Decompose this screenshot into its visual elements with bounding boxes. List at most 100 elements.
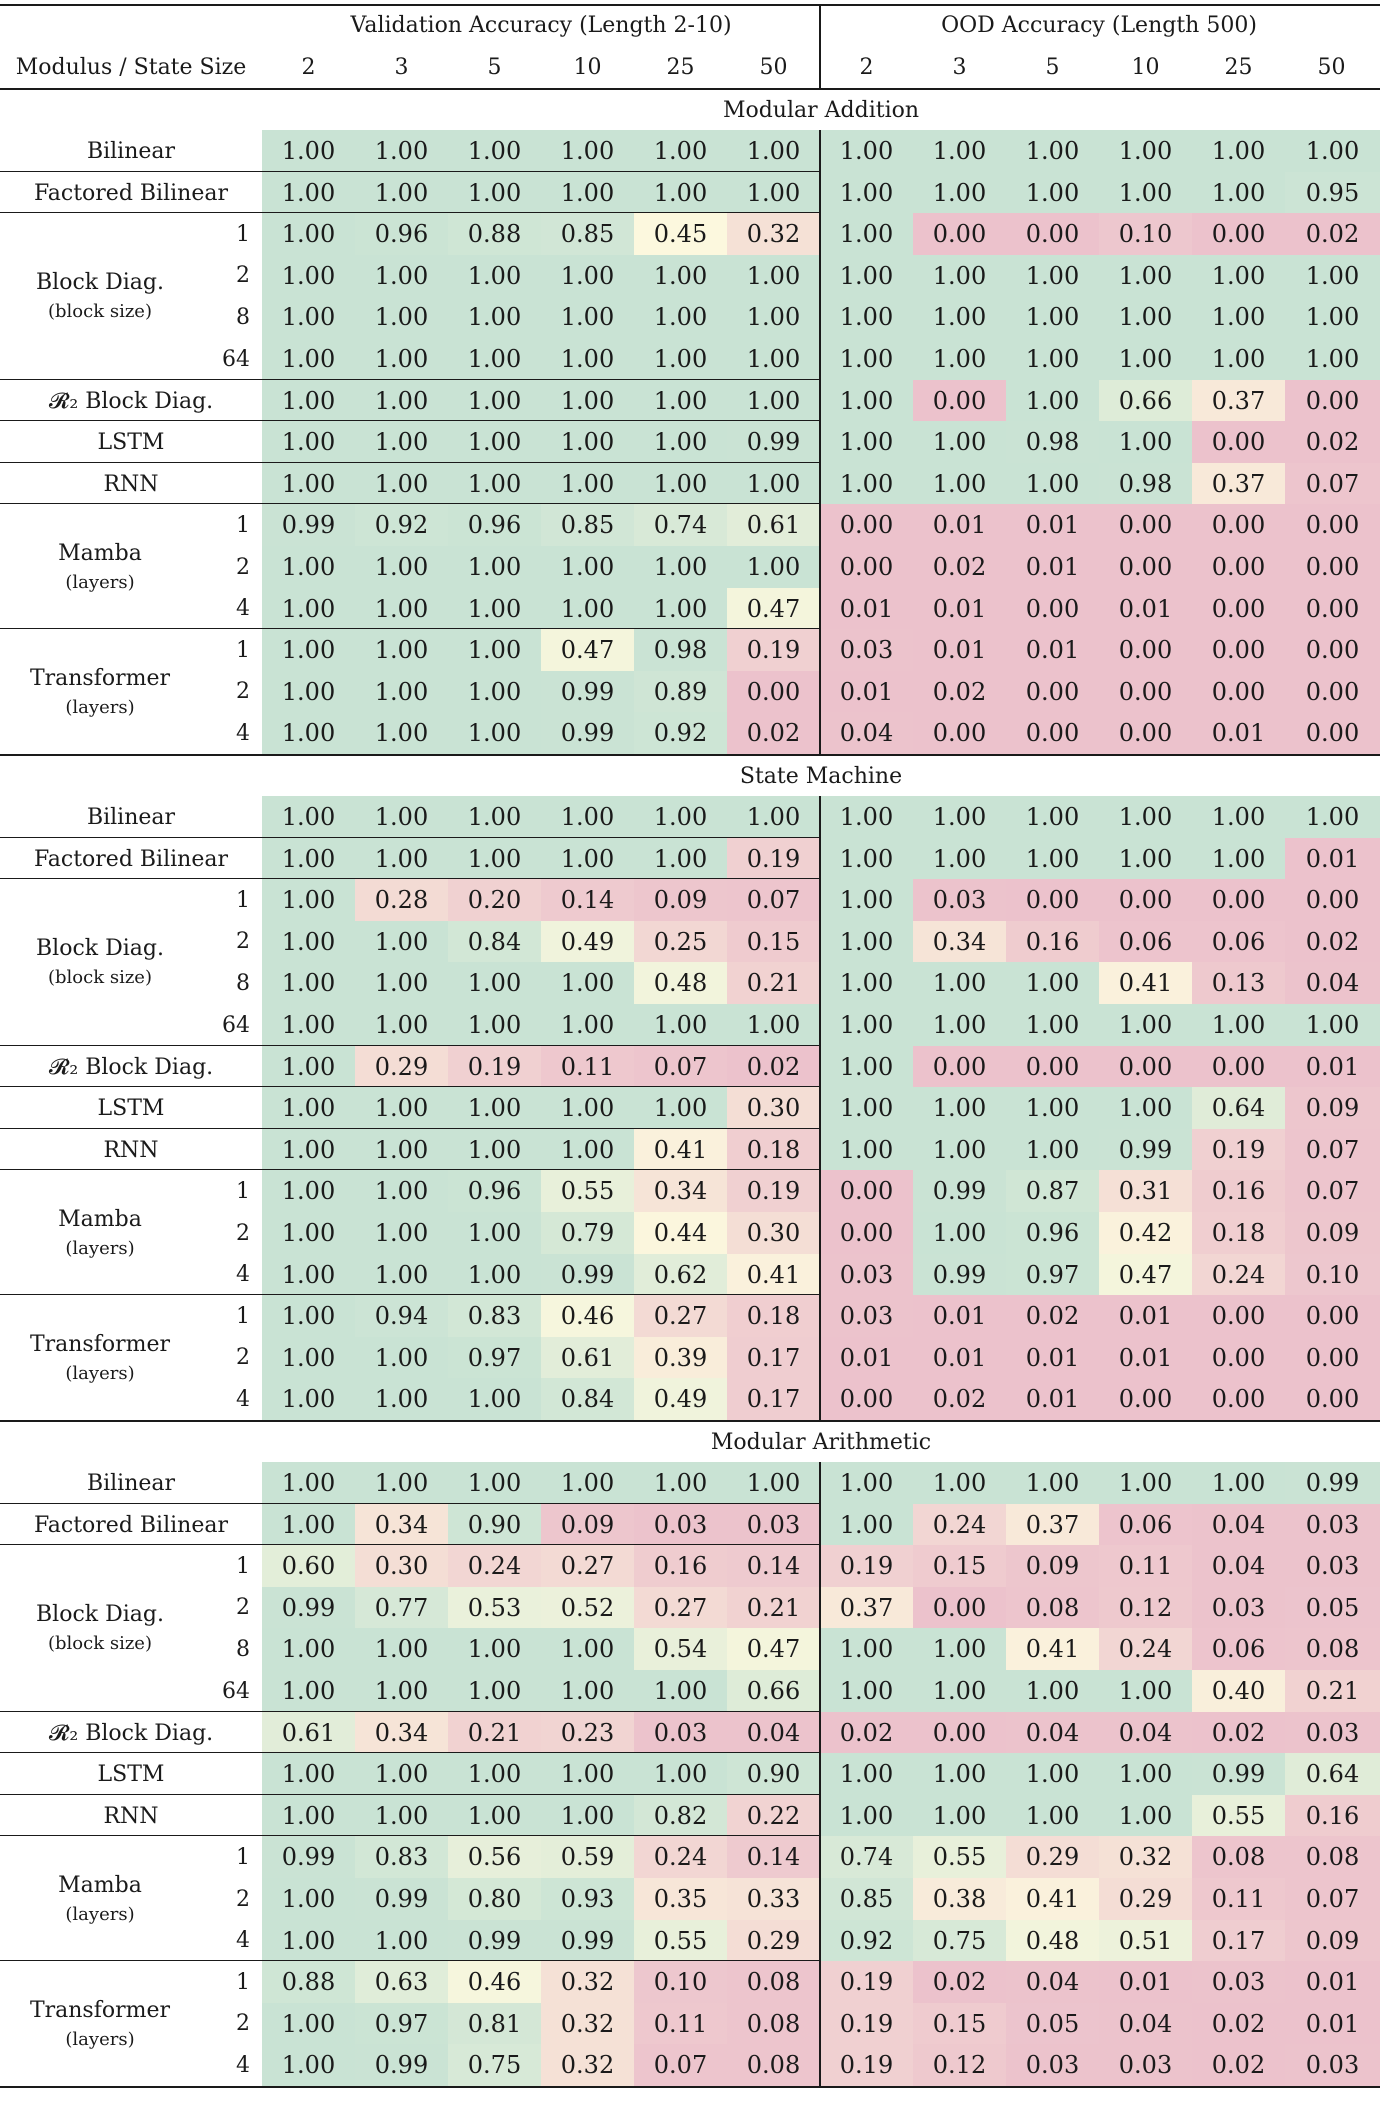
accuracy-cell: 0.00: [820, 1378, 913, 1420]
accuracy-cell: 0.02: [1006, 1295, 1099, 1337]
accuracy-cell: 0.17: [727, 1378, 820, 1420]
accuracy-cell: 0.47: [727, 588, 820, 629]
accuracy-cell: 1.00: [448, 172, 541, 213]
accuracy-cell: 1.00: [541, 1670, 634, 1712]
accuracy-cell: 0.01: [913, 588, 1006, 629]
model-label: Factored Bilinear: [0, 838, 262, 880]
accuracy-cell: 1.00: [913, 296, 1006, 338]
accuracy-cell: 1.00: [913, 1753, 1006, 1795]
accuracy-cell: 1.00: [355, 1378, 448, 1420]
model-label: Bilinear: [0, 1462, 262, 1504]
model-name: Bilinear: [86, 138, 176, 164]
accuracy-cell: 1.00: [541, 1129, 634, 1170]
accuracy-cell: 0.00: [1006, 879, 1099, 921]
accuracy-cell: 1.00: [1192, 1004, 1285, 1046]
accuracy-cell: 0.00: [1006, 1046, 1099, 1087]
accuracy-cell: 0.00: [1192, 421, 1285, 463]
accuracy-cell: 0.97: [448, 1337, 541, 1378]
model-subtitle: (layers): [65, 1237, 135, 1259]
model-separator: [0, 503, 819, 505]
accuracy-cell: 1.00: [448, 588, 541, 629]
accuracy-cell: 1.00: [262, 130, 355, 172]
accuracy-cell: 0.48: [1006, 1920, 1099, 1961]
accuracy-cell: 0.52: [541, 1587, 634, 1628]
accuracy-cell: 0.49: [634, 1378, 727, 1420]
accuracy-cell: 0.06: [1192, 1628, 1285, 1670]
group-divider: [819, 130, 821, 754]
accuracy-cell: 0.21: [1285, 1670, 1380, 1712]
accuracy-cell: 0.00: [1285, 1378, 1380, 1420]
accuracy-cell: 1.00: [355, 1920, 448, 1961]
accuracy-cell: 1.00: [541, 588, 634, 629]
model-name: Factored Bilinear: [33, 1512, 228, 1538]
row-parameter: 4: [236, 596, 250, 621]
accuracy-cell: 0.03: [820, 1254, 913, 1295]
accuracy-cell: 0.02: [1285, 213, 1380, 255]
ood-size-header: 50: [1317, 54, 1346, 80]
accuracy-cell: 0.82: [634, 1795, 727, 1836]
model-subtitle: (block size): [47, 967, 152, 988]
accuracy-cell: 1.00: [355, 671, 448, 712]
accuracy-cell: 0.24: [448, 1545, 541, 1587]
accuracy-cell: 1.00: [448, 962, 541, 1004]
accuracy-cell: 0.07: [1285, 463, 1380, 504]
accuracy-cell: 1.00: [448, 1004, 541, 1046]
accuracy-cell: 0.19: [727, 838, 820, 879]
accuracy-cell: 0.74: [820, 1836, 913, 1878]
accuracy-cell: 0.18: [727, 1129, 820, 1170]
accuracy-cell: 1.00: [1192, 130, 1285, 172]
accuracy-cell: 0.34: [634, 1170, 727, 1212]
model-name: Mamba: [58, 1206, 142, 1232]
accuracy-cell: 1.00: [541, 296, 634, 338]
row-parameter: 1: [236, 637, 250, 663]
accuracy-cell: 0.74: [634, 504, 727, 546]
accuracy-cell: 0.04: [1099, 2003, 1192, 2044]
accuracy-cell: 0.11: [634, 2003, 727, 2044]
accuracy-cell: 1.00: [262, 1920, 355, 1961]
accuracy-cell: 0.00: [1099, 879, 1192, 921]
accuracy-cell: 0.88: [262, 1961, 355, 2003]
model-separator: [0, 420, 819, 422]
model-subtitle: (block size): [47, 1633, 152, 1654]
accuracy-cell: 1.00: [727, 463, 820, 504]
accuracy-cell: 0.00: [1285, 1295, 1380, 1337]
accuracy-cell: 1.00: [355, 1628, 448, 1670]
accuracy-cell: 0.08: [727, 2044, 820, 2086]
accuracy-cell: 1.00: [820, 338, 913, 380]
accuracy-cell: 0.87: [1006, 1170, 1099, 1212]
accuracy-cell: 1.00: [262, 671, 355, 712]
accuracy-cell: 0.02: [913, 671, 1006, 712]
accuracy-cell: 0.03: [820, 629, 913, 671]
accuracy-cell: 1.00: [1006, 838, 1099, 879]
model-subtitle: (layers): [65, 696, 135, 718]
accuracy-cell: 1.00: [634, 1087, 727, 1129]
model-subtitle: (layers): [65, 2028, 135, 2050]
accuracy-cell: 0.00: [1099, 504, 1192, 546]
ood-size-header: 2: [859, 54, 874, 80]
model-subtitle: (layers): [65, 571, 135, 593]
accuracy-cell: 1.00: [634, 338, 727, 380]
accuracy-cell: 0.41: [1006, 1878, 1099, 1920]
accuracy-cell: 0.21: [448, 1712, 541, 1753]
accuracy-cell: 1.00: [262, 172, 355, 213]
accuracy-cell: 1.00: [355, 338, 448, 380]
accuracy-cell: 0.75: [448, 2044, 541, 2086]
accuracy-cell: 0.99: [541, 1920, 634, 1961]
accuracy-cell: 1.00: [634, 546, 727, 588]
accuracy-cell: 0.75: [913, 1920, 1006, 1961]
accuracy-cell: 0.99: [1099, 1129, 1192, 1170]
accuracy-cell: 0.03: [1285, 1504, 1380, 1545]
model-separator: [0, 1294, 819, 1296]
accuracy-cell: 0.24: [1192, 1254, 1285, 1295]
accuracy-cell: 0.97: [355, 2003, 448, 2044]
accuracy-cell: 0.03: [1099, 2044, 1192, 2086]
model-name: 𝓡₂ Block Diag.: [48, 388, 214, 414]
model-subtitle: (layers): [65, 1903, 135, 1925]
accuracy-cell: 1.00: [1192, 338, 1285, 380]
accuracy-cell: 0.38: [913, 1878, 1006, 1920]
accuracy-cell: 1.00: [448, 1212, 541, 1254]
accuracy-cell: 1.00: [355, 255, 448, 296]
accuracy-cell: 1.00: [541, 1004, 634, 1046]
accuracy-cell: 0.02: [913, 546, 1006, 588]
accuracy-cell: 0.92: [355, 504, 448, 546]
